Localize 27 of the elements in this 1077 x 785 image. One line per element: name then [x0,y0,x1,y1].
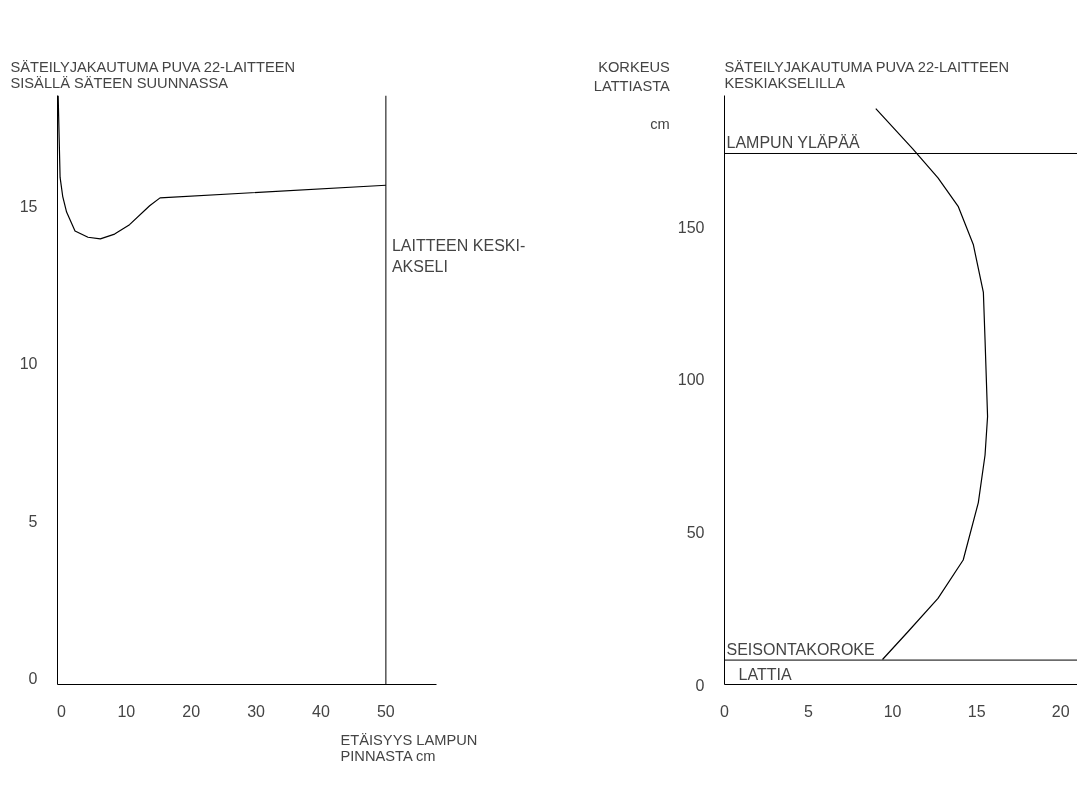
x-tick-label: 5 [804,702,814,720]
y-tick-label: 10 [19,355,38,373]
y-tick-label: 50 [686,523,705,541]
ref-line-label: LAMPUN YLÄPÄÄ [726,134,860,152]
chart-title: SÄTEILYJAKAUTUMA PUVA 22-LAITTEEN KESKIAKSELILLA [724,58,1010,91]
ref-line-label: LATTIA [738,665,792,683]
ref-line-label: LAITTEEN KESKI- AKSELI [391,237,526,275]
y-tick-label: 0 [695,676,705,694]
x-tick-label: 20 [1051,702,1070,720]
x-axis-title: ETÄISYYS LAMPUN PINNASTA cm [340,731,478,764]
x-tick-label: 0 [720,702,730,720]
x-tick-label: 10 [883,702,902,720]
x-tick-label: 20 [182,702,201,720]
y-tick-label: 100 [677,371,705,389]
x-tick-label: 30 [247,702,266,720]
y-tick-label: 15 [19,197,38,215]
y-tick-label: 5 [28,512,38,530]
ref-line-label: SEISONTAKOROKE [726,641,875,659]
x-tick-label: 40 [312,702,330,720]
y-tick-label: 150 [677,218,705,236]
y-tick-label: 0 [28,670,38,688]
x-tick-label: 50 [376,702,395,720]
x-tick-label: 10 [117,702,136,720]
chart-title: SÄTEILYJAKAUTUMA PUVA 22-LAITTEEN SISÄLLÄ SÄTEEN SUUNNASSA [10,58,296,91]
text: KORKEUS LATTIASTA cm [593,58,670,133]
x-tick-label: 15 [967,702,986,720]
x-tick-label: 0 [56,702,66,720]
